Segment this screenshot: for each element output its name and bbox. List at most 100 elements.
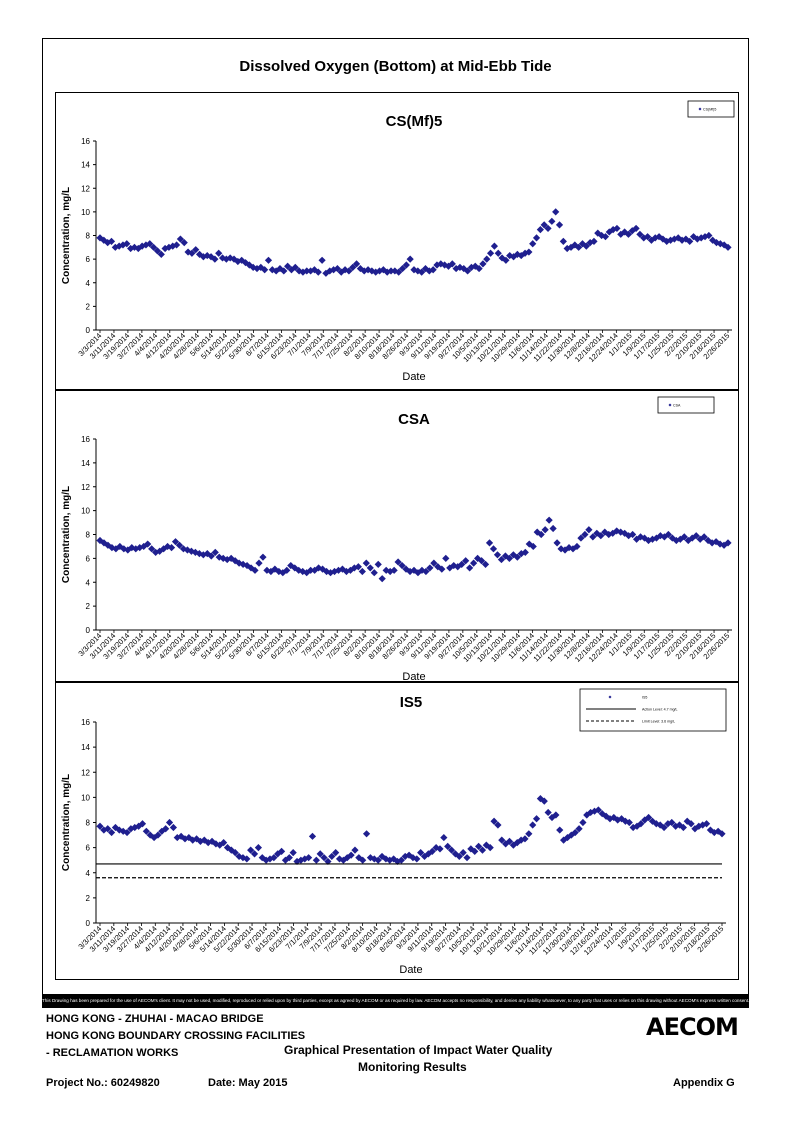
data-point [207,552,215,560]
data-point [355,854,363,862]
data-point [680,533,688,541]
y-tick-label: 12 [81,768,90,777]
data-point [632,224,640,233]
data-point [349,263,357,271]
data-point [629,530,637,539]
data-point [624,230,633,238]
data-point [716,540,724,548]
project-number: Project No.: 60249820 [46,1077,160,1089]
legend-box [579,688,727,732]
data-point [606,815,614,823]
data-point [247,564,255,572]
data-point [150,833,158,842]
data-point [625,818,633,827]
data-point [153,247,162,255]
data-point [493,551,502,559]
legend-entry: Action Level: 4.7 mg/L [642,708,678,712]
data-point [360,267,368,275]
data-point [660,533,669,541]
data-point [544,224,552,233]
data-point [253,264,261,273]
data-point [485,539,494,547]
data-point [601,233,610,241]
data-point [571,828,579,837]
legend-box [657,396,715,414]
data-point [250,850,259,858]
data-point [295,267,303,275]
data-point [559,237,567,246]
data-point [582,242,590,250]
chart-title: CSA [398,411,430,428]
footer-line2: HONG KONG BOUNDARY CROSSING FACILITIES [46,1030,306,1042]
data-point [513,553,521,561]
x-axis-label: Date [402,671,425,683]
data-point [107,237,116,246]
legend-entry: CSA [673,404,681,408]
legend-entry: Limit Level: 3.6 mg/L [642,720,675,724]
data-point [146,240,154,248]
data-point [501,552,510,560]
data-point [605,228,613,236]
data-point [483,255,491,263]
data-point [470,559,478,567]
data-point [502,256,510,264]
y-axis-label: Concentration, mg/L [61,774,72,871]
data-point [521,548,529,557]
data-point [345,267,353,275]
data-point [699,821,707,829]
y-tick-label: 10 [81,208,90,217]
footer-line3: - RECLAMATION WORKS [46,1047,179,1059]
data-point [490,242,499,250]
data-point [724,243,732,251]
y-tick-label: 10 [81,507,90,516]
legend-marker [698,107,702,111]
legend-marker [608,695,612,699]
data-point [641,816,649,824]
data-point [375,267,384,275]
y-tick-label: 12 [81,184,90,193]
data-point [555,221,564,229]
data-point [460,264,468,273]
data-point [720,241,728,249]
data-point [481,560,490,568]
y-tick-label: 10 [81,793,90,802]
data-point [529,240,537,248]
data-point [107,828,116,837]
data-point [668,534,676,542]
data-point [678,236,686,244]
data-point [188,249,196,257]
data-point [594,229,602,237]
legend-entry: IS5 [642,696,647,700]
data-point [180,238,188,247]
data-point [421,264,430,273]
data-point [162,825,170,833]
data-point [590,237,598,246]
data-point [466,564,474,572]
data-point [192,835,201,843]
chart-panel-is5: IS5 0 2 4 6 8 10 12 14 16 Concentration, mg/L 3/3/2… [55,682,739,980]
y-tick-label: 16 [81,137,90,146]
data-point [613,224,621,233]
data-point [426,564,434,572]
data-point [255,559,263,567]
data-point [525,540,533,548]
data-point [398,264,407,273]
data-point [414,267,422,275]
data-point [402,565,410,573]
data-point [647,236,656,244]
data-point [322,269,330,277]
data-point [529,542,537,551]
y-tick-label: 6 [86,255,91,264]
data-point [575,825,583,833]
data-point [489,545,498,553]
data-point [486,844,494,852]
data-point [463,854,471,862]
legend-marker [668,403,672,407]
data-point [594,806,602,814]
data-point [561,546,569,554]
data-point [581,530,589,539]
data-point [280,267,288,275]
data-point [259,553,267,561]
data-point [636,533,645,541]
data-point [456,263,464,271]
